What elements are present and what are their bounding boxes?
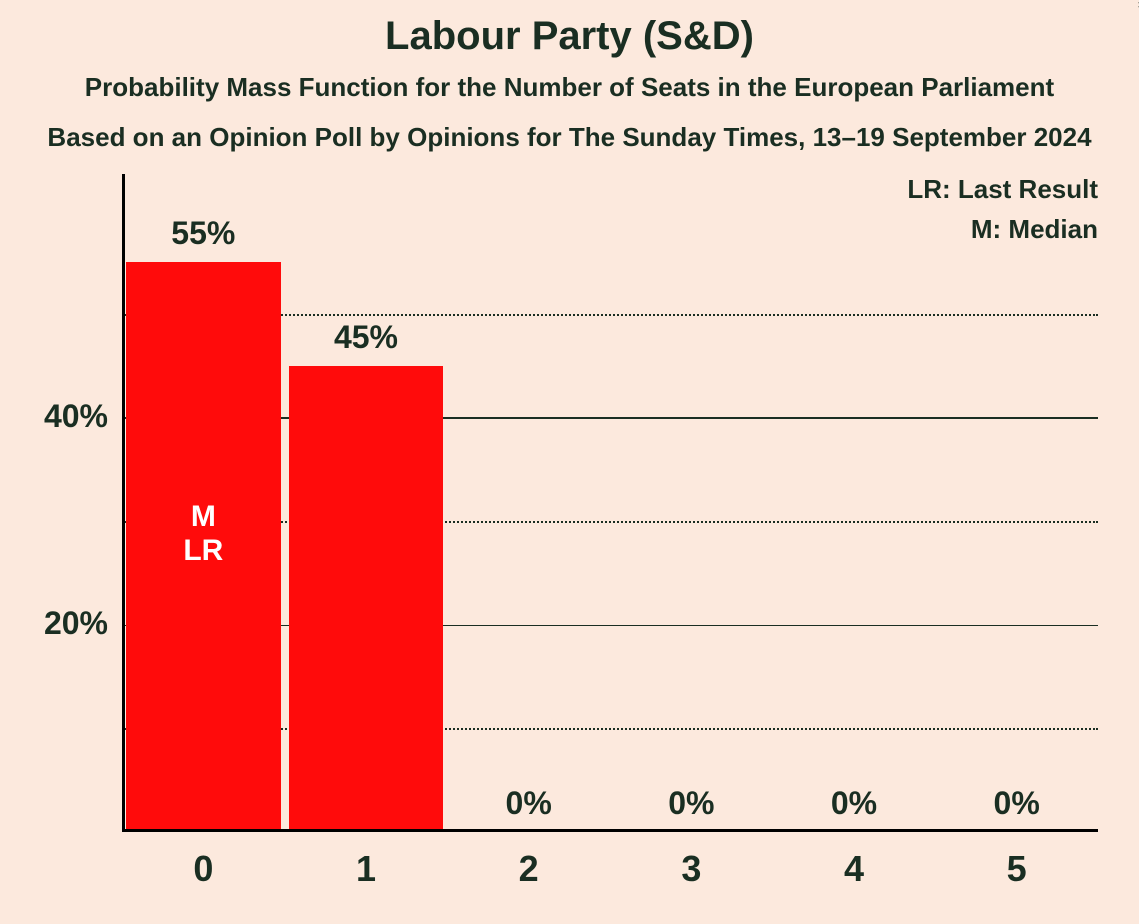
x-axis-tick-label: 2 — [447, 848, 610, 890]
chart-title: Labour Party (S&D) — [0, 14, 1139, 59]
legend-median: M: Median — [971, 214, 1098, 245]
bar-value-label: 45% — [285, 319, 448, 356]
x-axis-tick-label: 0 — [122, 848, 285, 890]
x-axis-line — [122, 829, 1098, 832]
x-axis-tick-label: 1 — [285, 848, 448, 890]
bar-value-label: 0% — [447, 785, 610, 822]
chart-subtitle-1: Probability Mass Function for the Number… — [0, 72, 1139, 103]
x-axis-tick-label: 5 — [935, 848, 1098, 890]
y-axis-line — [122, 174, 125, 832]
chart-subtitle-2: Based on an Opinion Poll by Opinions for… — [0, 122, 1139, 153]
bar-value-label: 0% — [773, 785, 936, 822]
chart-stage: © 2024 Filip van Laenen Labour Party (S&… — [0, 0, 1139, 924]
bar-annotation: MLR — [126, 500, 281, 569]
bar — [289, 366, 444, 833]
plot-area: 55%45%0%0%0%0%MLR — [122, 210, 1098, 832]
copyright-text: © 2024 Filip van Laenen — [1135, 0, 1139, 8]
y-axis-tick-label: 40% — [8, 398, 108, 435]
bar-value-label: 0% — [610, 785, 773, 822]
x-axis-tick-label: 3 — [610, 848, 773, 890]
bar-value-label: 55% — [122, 215, 285, 252]
y-axis-tick-label: 20% — [8, 605, 108, 642]
x-axis-tick-label: 4 — [773, 848, 936, 890]
bar-value-label: 0% — [935, 785, 1098, 822]
legend-last-result: LR: Last Result — [907, 174, 1098, 205]
